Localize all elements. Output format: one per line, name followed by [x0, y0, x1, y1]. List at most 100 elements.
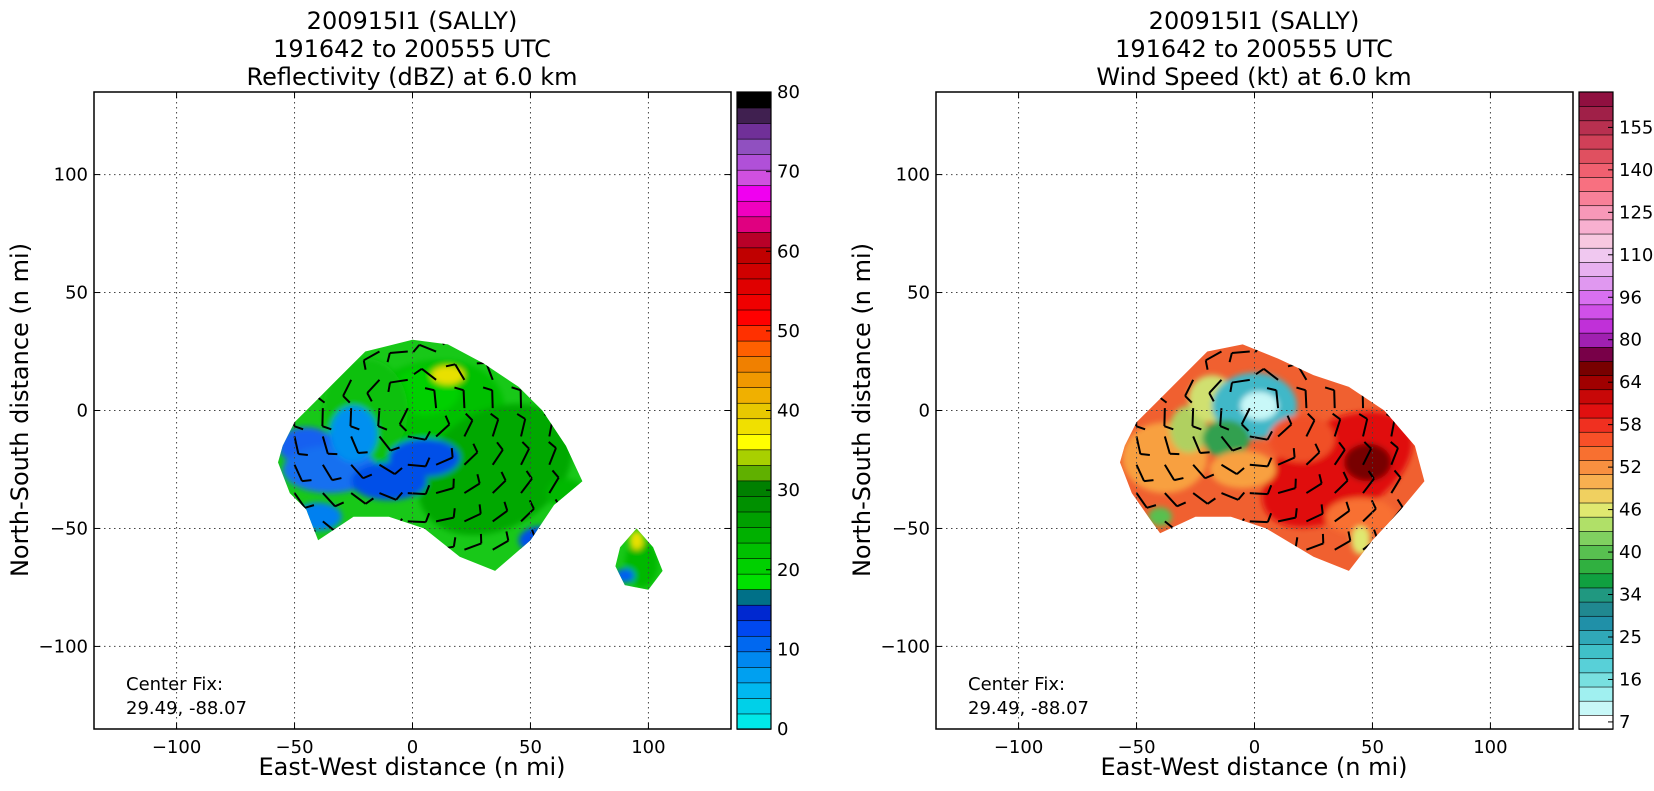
x-tick-label: 100	[1473, 737, 1507, 758]
colorbar-tick-label: 40	[1619, 542, 1642, 563]
colorbar-tick-label: 10	[777, 639, 800, 660]
wind-barb	[1382, 387, 1391, 408]
right-x-axis-label: East-West distance (n mi)	[1100, 753, 1407, 781]
colorbar-segment	[1579, 672, 1613, 687]
wind-barb	[1165, 550, 1188, 560]
colorbar-tick-label: 20	[777, 560, 800, 581]
wind-barb	[1221, 546, 1244, 554]
colorbar-segment	[1579, 658, 1613, 673]
colorbar-segment	[737, 372, 771, 388]
colorbar-segment	[737, 185, 771, 201]
colorbar-segment	[1579, 120, 1613, 135]
colorbar-segment	[737, 698, 771, 714]
x-tick-label: 100	[631, 737, 665, 758]
left-title-line-3: Reflectivity (dBZ) at 6.0 km	[247, 63, 578, 91]
colorbar-segment	[1579, 134, 1613, 149]
right-title-line-3: Wind Speed (kt) at 6.0 km	[1096, 63, 1411, 91]
wind-barb	[1349, 362, 1363, 380]
colorbar-segment	[1579, 460, 1613, 475]
colorbar-segment	[737, 605, 771, 621]
colorbar-segment	[1579, 92, 1613, 107]
colorbar-segment	[1579, 290, 1613, 305]
reflectivity-panel: 200915I1 (SALLY) 191642 to 200555 UTC Re…	[6, 7, 800, 781]
colorbar-tick-label: 50	[777, 321, 800, 342]
wind-barb	[1378, 361, 1391, 380]
colorbar-segment	[737, 589, 771, 605]
colorbar-segment	[737, 92, 771, 108]
colorbar-segment	[737, 403, 771, 419]
right-y-axis-label: North-South distance (n mi)	[848, 243, 876, 577]
colorbar-segment	[1579, 163, 1613, 178]
colorbar-segment	[1579, 644, 1613, 659]
wind-barb	[533, 335, 550, 352]
left-center-fix-label: Center Fix:	[126, 674, 223, 695]
colorbar-segment	[737, 667, 771, 683]
colorbar-tick-label: 30	[777, 480, 800, 501]
wind-barb	[1193, 550, 1216, 557]
colorbar-segment	[737, 294, 771, 310]
colorbar-tick-label: 125	[1619, 202, 1653, 223]
colorbar-segment	[737, 713, 771, 729]
right-center-fix-label: Center Fix:	[968, 674, 1065, 695]
colorbar-segment	[737, 201, 771, 217]
colorbar-tick-label: 16	[1619, 669, 1642, 690]
wind-barb	[1132, 380, 1140, 403]
colorbar-segment	[737, 558, 771, 574]
colorbar-segment	[737, 418, 771, 434]
colorbar-tick-label: 52	[1619, 457, 1642, 478]
left-x-axis-label: East-West distance (n mi)	[258, 753, 565, 781]
colorbar-tick-label: 60	[777, 241, 800, 262]
colorbar-segment	[1579, 418, 1613, 433]
colorbar-segment	[1579, 333, 1613, 348]
colorbar-segment	[737, 636, 771, 652]
colorbar-tick-label: 34	[1619, 585, 1642, 606]
colorbar-segment	[737, 341, 771, 357]
colorbar-segment	[737, 263, 771, 279]
wind-barb	[1285, 340, 1307, 352]
colorbar-segment	[737, 325, 771, 341]
wind-barb	[1155, 352, 1165, 374]
colorbar-tick-label: 46	[1619, 500, 1642, 521]
colorbar-segment	[1579, 248, 1613, 263]
colorbar-segment	[1579, 446, 1613, 461]
wind-barb	[323, 550, 346, 560]
colorbar-segment	[1579, 347, 1613, 362]
colorbar-segment	[1579, 432, 1613, 447]
colorbar-segment	[1579, 177, 1613, 192]
colorbar-segment	[1579, 503, 1613, 518]
wind-barb	[536, 361, 549, 380]
colorbar-segment	[737, 574, 771, 590]
colorbar-segment	[1579, 403, 1613, 418]
colorbar-segment	[1579, 517, 1613, 532]
x-tick-label: −100	[152, 737, 201, 758]
colorbar-segment	[737, 511, 771, 527]
colorbar-segment	[1579, 219, 1613, 234]
colorbar-segment	[737, 232, 771, 248]
wind-barb	[295, 550, 317, 562]
colorbar-segment	[737, 682, 771, 698]
colorbar-segment	[737, 356, 771, 372]
field-cell	[1351, 526, 1370, 554]
colorbar-tick-label: 155	[1619, 117, 1653, 138]
y-tick-label: 50	[65, 283, 88, 304]
colorbar-tick-label: 40	[777, 401, 800, 422]
wind-barb	[1375, 335, 1392, 352]
wind-barb	[1315, 337, 1335, 352]
field-cell	[547, 479, 585, 507]
wind-speed-panel: 200915I1 (SALLY) 191642 to 200555 UTC Wi…	[848, 7, 1653, 781]
colorbar-segment	[1579, 715, 1613, 730]
left-title-line-1: 200915I1 (SALLY)	[307, 7, 518, 35]
wind-barb	[351, 550, 374, 557]
colorbar-segment	[1579, 531, 1613, 546]
y-tick-label: −100	[39, 636, 88, 657]
colorbar-segment	[1579, 149, 1613, 164]
colorbar-segment	[1579, 687, 1613, 702]
colorbar-tick-label: 7	[1619, 712, 1630, 733]
colorbar-segment	[1579, 318, 1613, 333]
colorbar-segment	[1579, 361, 1613, 376]
colorbar-segment	[1579, 545, 1613, 560]
colorbar-segment	[1579, 262, 1613, 277]
colorbar-tick-label: 110	[1619, 245, 1653, 266]
colorbar-tick-label: 80	[1619, 330, 1642, 351]
colorbar-segment	[1579, 389, 1613, 404]
